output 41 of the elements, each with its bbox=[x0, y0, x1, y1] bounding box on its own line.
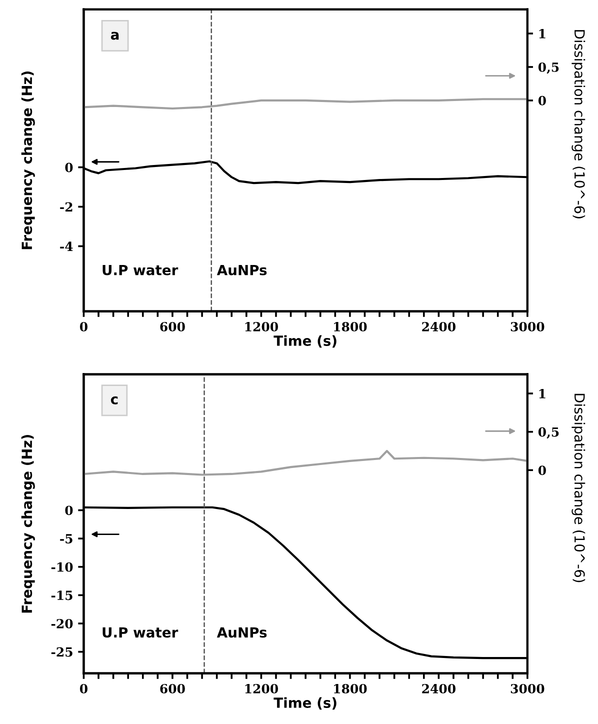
x-tick-label: 3000 bbox=[510, 684, 544, 694]
y-tick-label: -2 bbox=[60, 202, 72, 212]
y2-tick-label: 1 bbox=[539, 388, 546, 398]
x-tick-label: 3000 bbox=[510, 322, 544, 332]
y-tick-label: 0 bbox=[65, 506, 73, 516]
y-axis-title: Frequency change (Hz) bbox=[21, 72, 35, 250]
y2-tick-label: 0,5 bbox=[538, 427, 559, 439]
annotation: a bbox=[110, 32, 119, 40]
x-tick-label: 600 bbox=[160, 684, 185, 694]
y-tick-label: -25 bbox=[51, 647, 72, 657]
x-tick-label: 600 bbox=[160, 322, 185, 332]
y-axis-title: Frequency change (Hz) bbox=[21, 434, 35, 613]
y2-tick-label: 0 bbox=[538, 96, 546, 106]
y-tick-label: -4 bbox=[60, 242, 73, 251]
x-tick-label: 0 bbox=[80, 322, 88, 332]
y-tick-label: -15 bbox=[51, 590, 72, 600]
x-tick-label: 1200 bbox=[245, 322, 278, 332]
y-tick-label: -5 bbox=[60, 534, 72, 544]
x-tick-label: 0 bbox=[80, 684, 88, 694]
x-tick-label: 2400 bbox=[422, 684, 456, 694]
y-tick-label: 0 bbox=[65, 162, 73, 172]
annotation: AuNPs bbox=[216, 264, 267, 276]
x-tick-label: 1200 bbox=[245, 684, 278, 694]
line-series bbox=[84, 98, 528, 110]
x-tick-label: 2400 bbox=[422, 322, 456, 332]
annotation: U.P water bbox=[102, 264, 178, 276]
annotation: c bbox=[110, 396, 118, 404]
x-axis-title: Time (s) bbox=[274, 697, 336, 710]
x-tick-label: 1800 bbox=[334, 684, 367, 694]
y-tick-label: -10 bbox=[51, 562, 73, 572]
y2-axis-title: Dissipation change (10^-6) bbox=[572, 394, 586, 582]
y2-axis-title: Dissipation change (10^-6) bbox=[572, 30, 586, 218]
y2-tick-label: 1 bbox=[539, 28, 546, 38]
x-tick-label: 1800 bbox=[334, 322, 367, 332]
y2-tick-label: 0 bbox=[538, 466, 546, 476]
y-tick-label: -20 bbox=[51, 618, 73, 628]
annotation: AuNPs bbox=[216, 627, 267, 638]
x-axis-title: Time (s) bbox=[274, 335, 336, 348]
y2-tick-label: 0,5 bbox=[538, 62, 559, 74]
line-series bbox=[84, 450, 528, 476]
annotation: U.P water bbox=[102, 627, 178, 638]
